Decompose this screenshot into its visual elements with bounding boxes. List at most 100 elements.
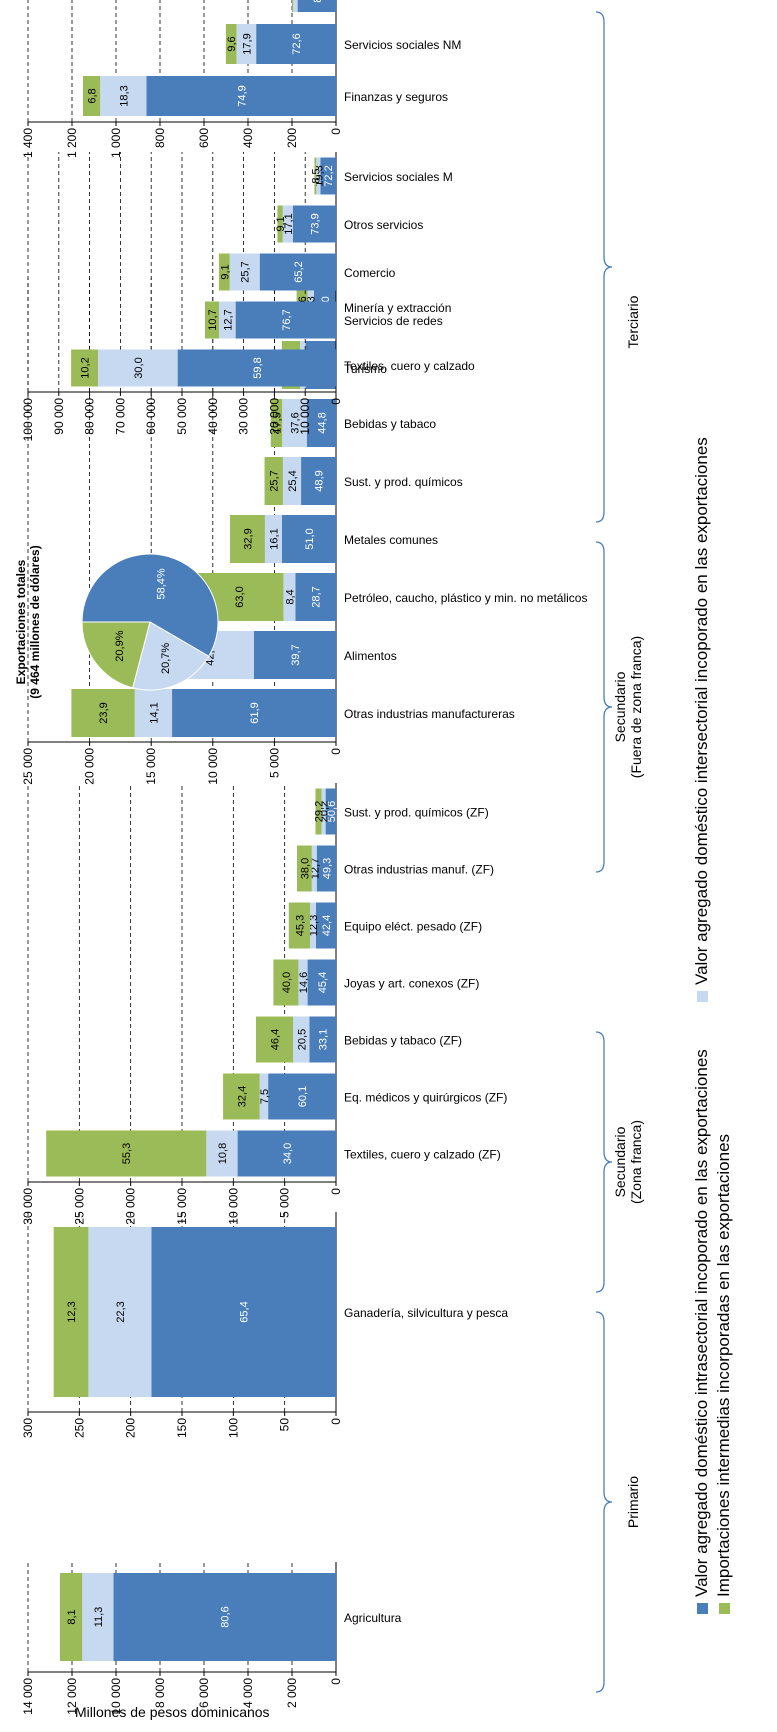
y-tick-label: 20 000 xyxy=(267,398,281,435)
y-tick-label: 1 200 xyxy=(65,128,79,158)
data-label: 32,9 xyxy=(242,528,254,549)
bar-segment xyxy=(311,845,317,892)
data-label: 8,1 xyxy=(66,1609,78,1624)
bar-segment xyxy=(71,349,99,387)
group-brace xyxy=(595,11,613,523)
y-tick-label: 20 000 xyxy=(124,1188,138,1225)
data-label: 10,2 xyxy=(80,357,92,378)
y-tick-label: 25 000 xyxy=(72,1188,86,1225)
category-label: Textiles, cuero y calzado (ZF) xyxy=(344,1148,501,1162)
data-label: 16,1 xyxy=(268,528,280,549)
bar-segment xyxy=(316,157,321,195)
category-label: Sust. y prod. químicos xyxy=(344,475,463,489)
bar-segment xyxy=(293,0,298,12)
bar-segment xyxy=(253,631,336,679)
bar-segment xyxy=(223,1073,260,1120)
bar-segment xyxy=(315,902,336,949)
bar-segment xyxy=(307,959,337,1006)
bar-segment xyxy=(259,1073,269,1120)
y-tick-label: 90 000 xyxy=(52,398,66,435)
data-label: 22,3 xyxy=(115,1301,127,1322)
y-tick-label: 8 000 xyxy=(153,1678,167,1708)
data-label: 12,3 xyxy=(308,915,320,936)
y-axis-label: Millones de pesos dominicanos xyxy=(75,1704,270,1720)
group-label-terciario: Terciario xyxy=(625,242,641,402)
legend-label: Valor agregado doméstico intersectorial … xyxy=(692,437,711,985)
data-label: 46,4 xyxy=(269,1029,281,1050)
data-label: 17,5 xyxy=(271,412,283,433)
data-label: 63,0 xyxy=(234,586,246,607)
bar-segment xyxy=(264,515,282,563)
y-tick-label: 60 000 xyxy=(144,398,158,435)
bar-segment xyxy=(316,845,336,892)
data-label: 55,3 xyxy=(121,1143,133,1164)
data-label: 14,6 xyxy=(298,972,310,993)
bar-segment xyxy=(88,1227,152,1397)
data-label: 6,8 xyxy=(87,88,99,103)
bar-segment xyxy=(293,1016,310,1063)
y-tick-label: 0 xyxy=(329,398,343,405)
bar-segment xyxy=(295,573,336,621)
y-tick-label: 30 000 xyxy=(237,398,251,435)
legend-label: Valor agregado doméstico intrasectorial … xyxy=(692,1049,711,1597)
legend-item-intersectorial: Valor agregado doméstico intersectorial … xyxy=(692,437,712,1002)
bar-segment xyxy=(273,959,299,1006)
data-label: 12,7 xyxy=(309,858,321,879)
pie-slice xyxy=(81,553,219,657)
pie-title: Exportaciones totales (9 464 millones de… xyxy=(14,532,42,712)
y-tick-label: 6 000 xyxy=(197,1678,211,1708)
y-tick-label: 200 xyxy=(285,128,299,148)
data-label: 8,5 xyxy=(310,168,322,183)
data-label: 18,3 xyxy=(118,85,130,106)
data-label: 30,0 xyxy=(133,357,145,378)
y-tick-label: 0 xyxy=(329,748,343,755)
y-tick-label: 20 000 xyxy=(83,748,97,785)
y-tick-label: 800 xyxy=(153,128,167,148)
category-label: Equipo eléct. pesado (ZF) xyxy=(344,920,482,934)
bar-segment xyxy=(218,301,236,339)
group-title: Primario xyxy=(625,1475,641,1529)
data-label: 87,3 xyxy=(312,0,324,3)
y-tick-label: 30 000 xyxy=(21,1188,35,1225)
data-label: 34,0 xyxy=(282,1143,294,1164)
bar-segment xyxy=(235,301,336,339)
bar-segment xyxy=(309,1016,337,1063)
bar-segment xyxy=(283,573,296,621)
category-label: Servicios sociales NM xyxy=(344,38,461,52)
y-tick-label: 250 xyxy=(72,1418,86,1438)
bar-segment xyxy=(288,902,311,949)
bar-segment xyxy=(100,76,147,116)
bar-segment xyxy=(315,788,322,835)
data-label: 25,4 xyxy=(287,470,299,491)
bar-segment xyxy=(297,0,337,12)
bar-segment xyxy=(325,788,337,835)
legend-swatch xyxy=(718,1603,730,1614)
y-tick-label: 10 000 xyxy=(109,1678,123,1715)
y-tick-label: 1 000 xyxy=(109,128,123,158)
data-label: 73,9 xyxy=(309,213,321,234)
pie-label: 20,9% xyxy=(114,630,126,661)
data-label: 25,7 xyxy=(269,470,281,491)
bar-segment xyxy=(270,399,283,447)
category-label: Otras industrias manufactureras xyxy=(344,707,515,721)
y-tick-label: 15 000 xyxy=(175,1188,189,1225)
category-label: Joyas y art. conexos (ZF) xyxy=(344,977,479,991)
data-label: 7,5 xyxy=(259,1089,271,1104)
bar-segment xyxy=(134,689,173,737)
data-label: 20,5 xyxy=(296,1029,308,1050)
data-label: 65,4 xyxy=(239,1301,251,1322)
bar-segment xyxy=(172,689,336,737)
data-label: 60,1 xyxy=(297,1086,309,1107)
data-label: 45,4 xyxy=(317,972,329,993)
data-label: 72,6 xyxy=(291,33,303,54)
data-label: 23,9 xyxy=(98,702,110,723)
category-label: Otras industrias manuf. (ZF) xyxy=(344,863,494,877)
data-label: 37,6 xyxy=(289,412,301,433)
data-label: 39,7 xyxy=(290,644,302,665)
data-label: 44,8 xyxy=(316,412,328,433)
data-label: 33,1 xyxy=(318,1029,330,1050)
group-subtitle: (Zona franca) xyxy=(628,1119,644,1205)
bar-segment xyxy=(282,205,293,243)
group-subtitle: (Fuera de zona franca) xyxy=(628,635,644,779)
y-tick-label: 40 000 xyxy=(206,398,220,435)
